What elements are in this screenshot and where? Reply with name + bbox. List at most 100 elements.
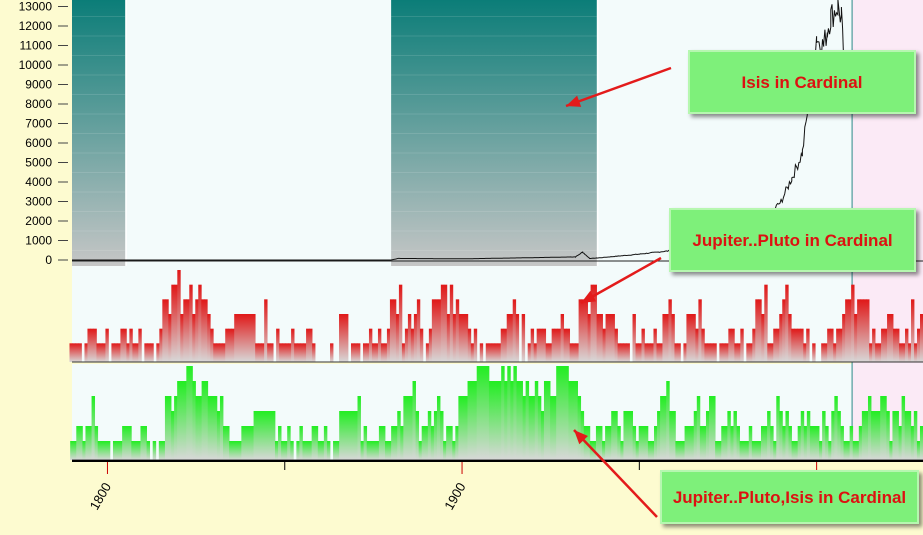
jupiter-pluto-isis-bar (635, 441, 640, 460)
jupiter-pluto-isis-bar (553, 396, 557, 460)
jupiter-pluto-bar (258, 343, 262, 362)
jupiter-pluto-isis-bar (779, 411, 783, 460)
jupiter-pluto-isis-bar (825, 426, 829, 460)
jupiter-pluto-bar (737, 343, 741, 362)
jupiter-pluto-isis-bar (501, 366, 505, 460)
jupiter-pluto-bar (893, 328, 897, 362)
jupiter-pluto-isis-bar (858, 426, 863, 460)
jupiter-pluto-bar (782, 299, 786, 362)
jupiter-pluto-isis-bar (522, 396, 527, 460)
jupiter-pluto-bar (656, 343, 660, 362)
jupiter-pluto-isis-bar (164, 396, 169, 460)
jupiter-pluto-bar (839, 328, 843, 362)
jupiter-pluto-isis-bar (274, 441, 279, 460)
jupiter-pluto-isis-bar (519, 381, 523, 460)
jupiter-pluto-bar (521, 314, 526, 362)
jupiter-pluto-isis-bar (440, 411, 444, 460)
jupiter-pluto-bar (626, 343, 630, 362)
jupiter-pluto-bar (806, 328, 810, 362)
jupiter-pluto-bar (404, 328, 409, 362)
jupiter-pluto-isis-bar (568, 381, 572, 460)
jupiter-pluto-bar (237, 314, 241, 362)
jupiter-pluto-isis-bar (265, 411, 270, 460)
jupiter-pluto-bar (632, 314, 636, 362)
jupiter-pluto-isis-bar (623, 411, 627, 460)
jupiter-pluto-bar (210, 328, 214, 362)
jupiter-pluto-isis-bar (357, 396, 361, 460)
jupiter-pluto-bar (827, 328, 831, 362)
jupiter-pluto-bar (872, 328, 876, 362)
jupiter-pluto-isis-bar (122, 426, 126, 460)
jupiter-pluto-bar (791, 328, 795, 362)
jupiter-pluto-isis-bar (320, 441, 325, 460)
jupiter-pluto-isis-bar (146, 441, 151, 460)
jupiter-pluto-bar (905, 328, 909, 362)
jupiter-pluto-isis-bar (97, 441, 102, 460)
jupiter-pluto-bar (156, 343, 160, 362)
jupiter-pluto-isis-bar (495, 381, 499, 460)
x-tick-label: 1800 (87, 480, 114, 513)
jupiter-pluto-bar (84, 343, 88, 362)
y-tick-label: 7000 (25, 117, 52, 131)
jupiter-pluto-bar (695, 328, 699, 362)
jupiter-pluto-isis-bar (244, 426, 248, 460)
jupiter-pluto-isis-bar (812, 426, 817, 460)
jupiter-pluto-isis-bar (73, 441, 77, 460)
jupiter-pluto-isis-bar (326, 441, 331, 460)
jupiter-pluto-bar (195, 299, 199, 362)
jupiter-pluto-isis-bar (375, 441, 380, 460)
jupiter-pluto-isis-bar (336, 441, 340, 460)
jupiter-pluto-isis-bar (800, 411, 805, 460)
jupiter-pluto-isis-bar (391, 426, 395, 460)
jupiter-pluto-bar (752, 328, 756, 362)
jupiter-pluto-isis-bar (116, 441, 120, 460)
jupiter-pluto-bar (494, 343, 499, 362)
jupiter-pluto-isis-bar (598, 426, 603, 460)
jupiter-pluto-isis-bar (406, 396, 410, 460)
jupiter-pluto-isis-bar (705, 411, 710, 460)
jupiter-pluto-bar (665, 314, 669, 362)
jupiter-pluto-isis-bar (543, 381, 548, 460)
jupiter-pluto-bar (692, 314, 696, 362)
jupiter-pluto-isis-bar (223, 426, 227, 460)
jupiter-pluto-bar (575, 343, 579, 362)
jupiter-pluto-bar (734, 343, 738, 362)
jupiter-pluto-isis-bar (794, 441, 799, 460)
y-tick-label: 5000 (25, 156, 52, 170)
jupiter-pluto-bar (503, 328, 508, 362)
jupiter-pluto-isis-bar (907, 411, 912, 460)
jupiter-pluto-bar (306, 328, 310, 362)
jupiter-pluto-isis-bar (693, 411, 698, 460)
jupiter-pluto-isis-bar (348, 411, 352, 460)
jupiter-pluto-bar (863, 299, 867, 362)
jupiter-pluto-bar (207, 314, 211, 362)
jupiter-pluto-isis-bar (388, 441, 392, 460)
jupiter-pluto-isis-bar (864, 411, 869, 460)
jupiter-pluto-bar (845, 299, 849, 362)
jupiter-pluto-isis-bar (210, 396, 215, 460)
jupiter-pluto-bar (890, 314, 894, 362)
jupiter-pluto-bar (246, 314, 250, 362)
jupiter-pluto-bar (297, 343, 301, 362)
jupiter-pluto-isis-bar (174, 396, 178, 460)
jupiter-pluto-isis-bar (684, 426, 689, 460)
y-tick-label: 6000 (25, 136, 52, 150)
jupiter-pluto-isis-bar (323, 426, 328, 460)
jupiter-pluto-bar (653, 328, 657, 362)
jupiter-pluto-bar (581, 299, 585, 362)
jupiter-pluto-isis-bar (657, 411, 661, 460)
x-tick-label: 1900 (441, 480, 468, 513)
jupiter-pluto-isis-bar (470, 381, 475, 460)
jupiter-pluto-bar (431, 299, 436, 362)
jupiter-pluto-bar (812, 343, 816, 362)
jupiter-pluto-isis-bar (201, 381, 206, 460)
jupiter-pluto-isis-bar (91, 396, 96, 460)
jupiter-pluto-bar (192, 314, 196, 362)
jupiter-pluto-isis-bar (880, 396, 884, 460)
jupiter-pluto-isis-bar (605, 426, 609, 460)
jupiter-pluto-isis-bar (886, 411, 890, 460)
jupiter-pluto-isis-bar (372, 441, 377, 460)
jupiter-pluto-bar (159, 328, 163, 362)
jupiter-pluto-isis-bar (871, 411, 875, 460)
jupiter-pluto-bar (419, 328, 424, 362)
